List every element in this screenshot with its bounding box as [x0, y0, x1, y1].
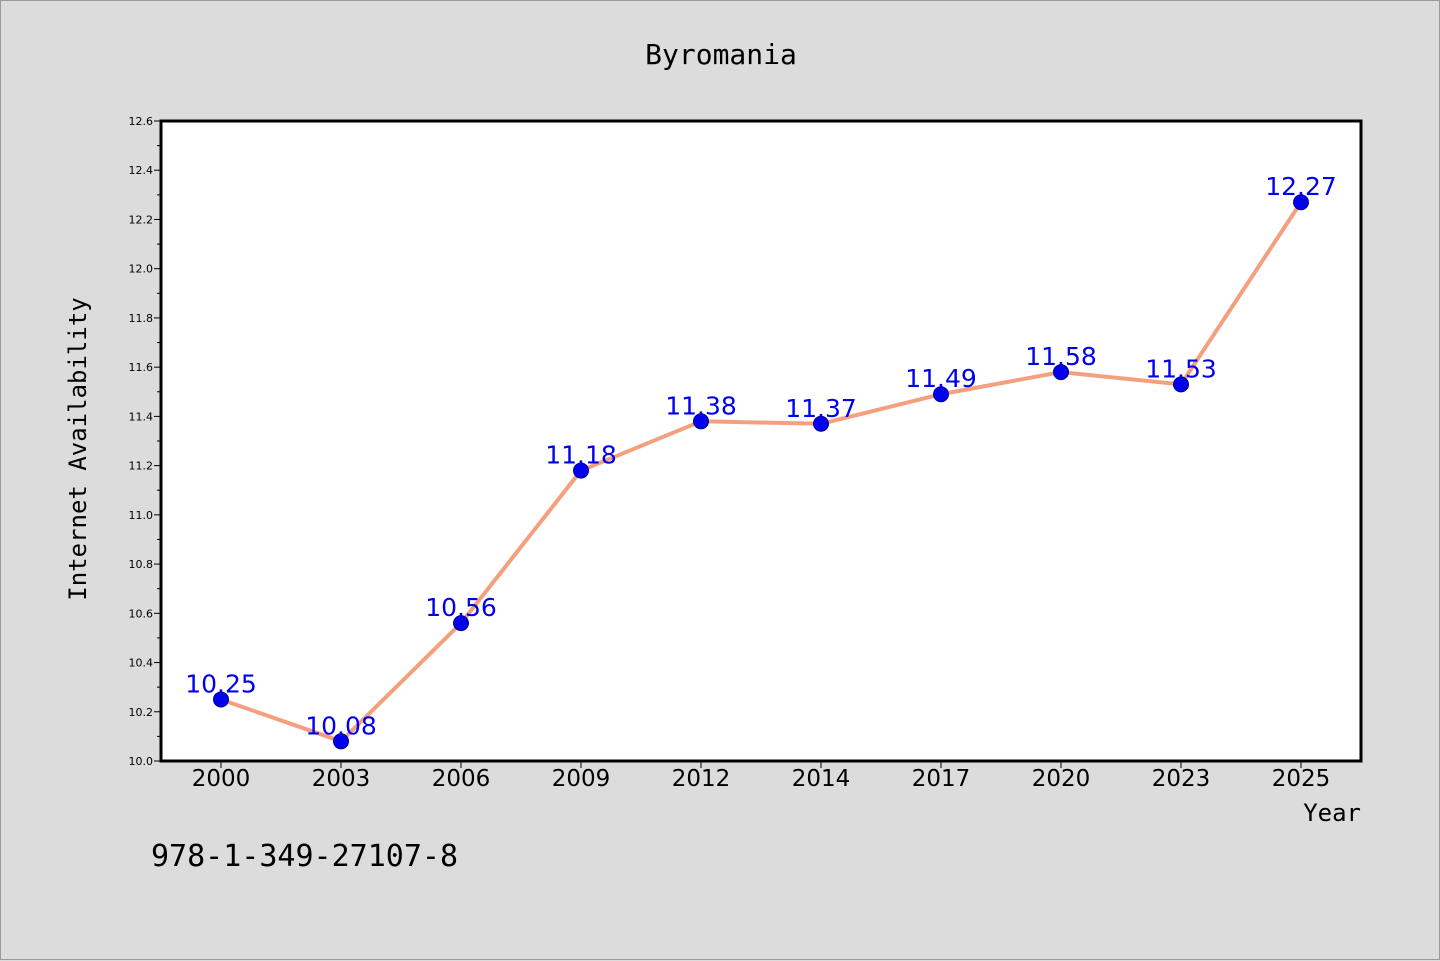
data-label: 11.53 — [1145, 354, 1217, 383]
y-tick-label: 11.8 — [129, 312, 154, 325]
x-tick-label: 2014 — [792, 766, 851, 792]
data-label: 10.56 — [425, 593, 497, 622]
data-point — [333, 733, 349, 750]
y-tick-label: 10.6 — [129, 607, 154, 620]
x-tick-label: 2000 — [192, 766, 251, 792]
footnote-isbn: 978-1-349-27107-8 — [151, 839, 458, 874]
chart-title: Byromania — [645, 38, 797, 71]
y-tick-label: 12.4 — [129, 164, 154, 177]
data-label: 12.27 — [1265, 172, 1337, 201]
data-label: 11.18 — [545, 441, 617, 470]
x-axis: 2000 2003 2006 2009 2012 2014 2017 2020 2023 2025 — [192, 761, 1331, 792]
y-tick-label: 11.2 — [129, 460, 154, 473]
y-axis: 10.0 10.2 10.4 10.6 10.8 11.0 11.2 11.4 11.6 11.8… — [129, 115, 161, 768]
data-label: 11.38 — [665, 391, 737, 420]
y-tick-label: 12.6 — [129, 115, 154, 128]
series-line — [219, 200, 1303, 744]
y-tick-label: 11.0 — [129, 509, 154, 522]
data-point — [1053, 364, 1069, 381]
series-layer: 10.25 10.08 10.56 11.18 11.38 11.37 11.49 11.58… — [185, 172, 1337, 750]
x-axis-title: Year — [1303, 799, 1361, 827]
x-tick-label: 2009 — [552, 766, 611, 792]
x-tick-label: 2006 — [432, 766, 491, 792]
data-label: 11.49 — [905, 364, 977, 393]
x-tick-label: 2025 — [1272, 766, 1331, 792]
x-tick-label: 2017 — [912, 766, 971, 792]
data-label: 11.58 — [1025, 342, 1097, 371]
x-tick-label: 2003 — [312, 766, 371, 792]
data-label: 11.37 — [785, 394, 857, 423]
x-tick-label: 2020 — [1032, 766, 1091, 792]
data-point — [453, 615, 469, 632]
data-point — [573, 462, 589, 479]
data-point — [213, 691, 229, 708]
y-tick-label: 10.0 — [129, 755, 154, 768]
y-tick-label: 11.4 — [129, 410, 154, 423]
x-tick-label: 2023 — [1152, 766, 1211, 792]
data-label: 10.25 — [185, 669, 257, 698]
data-point — [813, 415, 829, 432]
y-axis-title: Internet Availability — [64, 297, 92, 600]
y-tick-label: 12.2 — [129, 213, 154, 226]
x-tick-label: 2012 — [672, 766, 731, 792]
y-tick-label: 10.8 — [129, 558, 154, 571]
y-tick-label: 11.6 — [129, 361, 154, 374]
y-tick-label: 12.0 — [129, 263, 154, 276]
data-label: 10.08 — [305, 711, 377, 740]
data-point — [1173, 376, 1189, 393]
data-point — [933, 386, 949, 403]
data-point — [693, 413, 709, 430]
plot-area — [159, 119, 1363, 763]
data-point — [1293, 194, 1309, 211]
y-tick-label: 10.2 — [129, 706, 154, 719]
y-tick-label: 10.4 — [129, 657, 154, 670]
